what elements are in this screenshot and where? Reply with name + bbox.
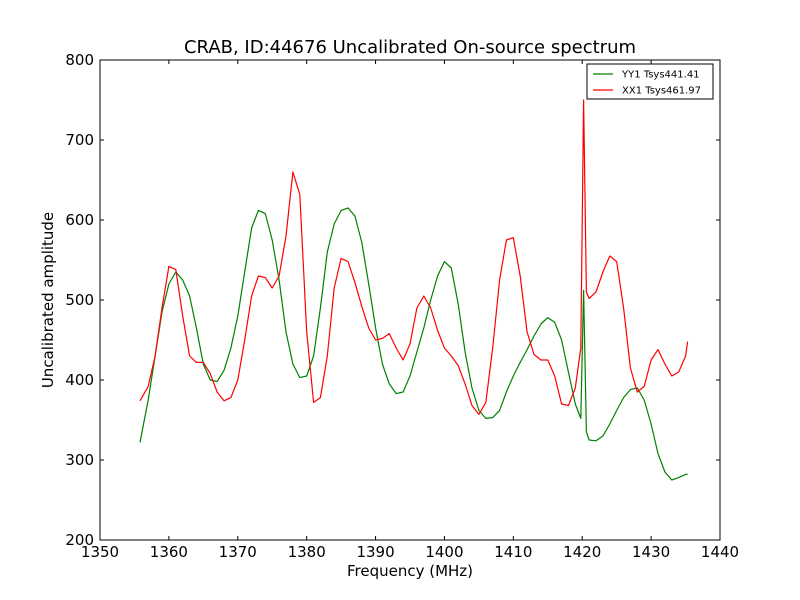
y-tick-label: 300 [65,451,94,469]
x-tick-label: 1350 [81,543,119,561]
x-tick-label: 1430 [632,543,670,561]
series-line-1 [139,99,689,415]
chart-title: CRAB, ID:44676 Uncalibrated On-source sp… [184,37,636,58]
y-tick-label: 400 [65,371,94,389]
y-tick-label: 200 [65,531,94,549]
series-layer [139,99,689,481]
x-tick-label: 1410 [494,543,532,561]
y-tick-label: 500 [65,291,94,309]
y-tick-label: 700 [65,131,94,149]
plot-background [100,60,720,540]
plot-area: 1350 1360 1370 1380 1390 1400 1410 1420 1430 1440… [65,51,739,561]
x-tick-label: 1440 [701,543,739,561]
x-axis-label: Frequency (MHz) [347,562,473,580]
series-line-0 [139,207,688,481]
ticks-layer: 1350 1360 1370 1380 1390 1400 1410 1420 1430 1440… [65,51,739,561]
x-tick-label: 1380 [288,543,326,561]
legend: YY1 Tsys441.41 XX1 Tsys461.97 [586,63,714,100]
legend-box [586,63,714,100]
x-tick-label: 1390 [356,543,394,561]
y-tick-label: 600 [65,211,94,229]
x-tick-label: 1400 [425,543,463,561]
x-tick-label: 1360 [150,543,188,561]
y-axis-label: Uncalibrated amplitude [39,212,57,388]
legend-label-yy1: YY1 Tsys441.41 [621,70,700,81]
y-tick-label: 800 [65,51,94,69]
x-tick-label: 1370 [219,543,257,561]
x-tick-label: 1420 [563,543,601,561]
legend-label-xx1: XX1 Tsys461.97 [622,86,701,97]
